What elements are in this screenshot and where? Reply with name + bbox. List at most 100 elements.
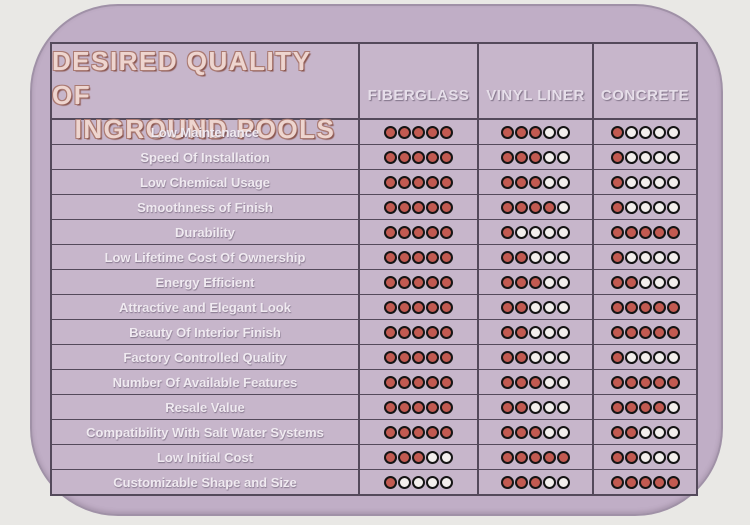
rating-cell-vinyl-liner <box>477 420 592 444</box>
rating-dot-empty <box>666 275 680 289</box>
rating-dot-filled <box>398 300 411 314</box>
rating-dot-filled <box>426 150 439 164</box>
rating-dot-empty <box>652 150 666 164</box>
rating-dot-filled <box>426 375 439 389</box>
rating-cell-fiberglass <box>358 195 477 219</box>
rating-dot-empty <box>638 250 652 264</box>
rating-dot-filled <box>412 450 425 464</box>
rating-cell-vinyl-liner <box>477 345 592 369</box>
rating-cell-fiberglass <box>358 170 477 194</box>
rating-dot-empty <box>557 475 570 489</box>
rating-dot-empty <box>624 250 638 264</box>
row-label: Durability <box>175 224 235 240</box>
rating-cell-concrete <box>592 395 696 419</box>
rating-dot-filled <box>515 475 528 489</box>
rating-dot-filled <box>624 225 638 239</box>
rating-dot-empty <box>557 175 570 189</box>
rating-dot-filled <box>384 125 397 139</box>
table-row: Durability <box>52 220 696 245</box>
table-title-line1: DESIRED QUALITY OF <box>52 46 311 110</box>
table-row: Customizable Shape and Size <box>52 470 696 494</box>
rating-dot-filled <box>515 325 528 339</box>
rating-dot-filled <box>440 200 453 214</box>
rating-dot-filled <box>398 450 411 464</box>
rating-dot-filled <box>426 350 439 364</box>
rating-dot-filled <box>398 350 411 364</box>
rating-cell-fiberglass <box>358 420 477 444</box>
rating-dot-filled <box>610 350 624 364</box>
rating-dot-empty <box>557 275 570 289</box>
column-header-vinyl-liner: VINYL LINER <box>477 44 592 146</box>
rating-dot-filled <box>624 325 638 339</box>
rating-cell-vinyl-liner <box>477 470 592 494</box>
table-title-line2: INGROUND POOLS <box>74 114 336 144</box>
rating-dot-empty <box>652 350 666 364</box>
table-row: Factory Controlled Quality <box>52 345 696 370</box>
table-row: Smoothness of Finish <box>52 195 696 220</box>
rating-cell-vinyl-liner <box>477 145 592 169</box>
rating-dot-empty <box>543 350 556 364</box>
rating-dot-filled <box>529 450 542 464</box>
rating-dot-filled <box>501 200 514 214</box>
rating-dot-empty <box>624 200 638 214</box>
rating-cell-concrete <box>592 295 696 319</box>
rating-cell-vinyl-liner <box>477 320 592 344</box>
rating-cell-concrete <box>592 420 696 444</box>
table-row: Compatibility With Salt Water Systems <box>52 420 696 445</box>
rating-dot-filled <box>440 425 453 439</box>
rating-dot-empty <box>543 175 556 189</box>
rating-dot-empty <box>529 225 542 239</box>
row-label: Low Initial Cost <box>156 449 254 465</box>
rating-dot-empty <box>557 250 570 264</box>
rating-dot-filled <box>529 175 542 189</box>
rating-cell-concrete <box>592 245 696 269</box>
rating-dot-filled <box>515 275 528 289</box>
rating-dot-filled <box>412 250 425 264</box>
rating-dot-filled <box>501 125 514 139</box>
rating-dot-filled <box>501 250 514 264</box>
rating-dot-empty <box>557 375 570 389</box>
rating-dot-filled <box>610 325 624 339</box>
rating-dot-filled <box>515 200 528 214</box>
rating-dot-filled <box>529 200 542 214</box>
rating-dot-filled <box>384 250 397 264</box>
row-label: Compatibility With Salt Water Systems <box>86 424 324 440</box>
rating-dot-filled <box>398 175 411 189</box>
rating-dot-filled <box>515 250 528 264</box>
rating-cell-concrete <box>592 145 696 169</box>
rating-cell-fiberglass <box>358 245 477 269</box>
rating-dot-empty <box>543 400 556 414</box>
column-header-fiberglass: FIBERGLASS <box>358 44 477 146</box>
rating-dot-filled <box>501 350 514 364</box>
rating-dot-empty <box>543 225 556 239</box>
rating-dot-filled <box>666 325 680 339</box>
rating-dot-filled <box>440 400 453 414</box>
rating-dot-empty <box>543 425 556 439</box>
rating-dot-filled <box>412 200 425 214</box>
rating-dot-empty <box>543 275 556 289</box>
rating-dot-filled <box>529 475 542 489</box>
rating-dot-filled <box>652 375 666 389</box>
rating-dot-filled <box>412 350 425 364</box>
table-title: DESIRED QUALITY OF INGROUND POOLS <box>52 44 358 146</box>
rating-dot-empty <box>529 400 542 414</box>
rating-dot-empty <box>557 400 570 414</box>
rating-dot-empty <box>557 150 570 164</box>
rating-dot-filled <box>638 375 652 389</box>
rating-dot-empty <box>557 125 570 139</box>
rating-dot-empty <box>543 325 556 339</box>
rating-dot-filled <box>624 375 638 389</box>
rating-cell-vinyl-liner <box>477 445 592 469</box>
rating-dot-filled <box>557 450 570 464</box>
rating-dot-filled <box>610 200 624 214</box>
rating-dot-filled <box>440 225 453 239</box>
rating-dot-filled <box>398 150 411 164</box>
rating-cell-vinyl-liner <box>477 220 592 244</box>
rating-dot-empty <box>666 175 680 189</box>
rating-dot-filled <box>501 150 514 164</box>
rating-dot-empty <box>666 150 680 164</box>
rating-dot-filled <box>515 425 528 439</box>
rating-cell-vinyl-liner <box>477 370 592 394</box>
rating-dot-filled <box>384 425 397 439</box>
